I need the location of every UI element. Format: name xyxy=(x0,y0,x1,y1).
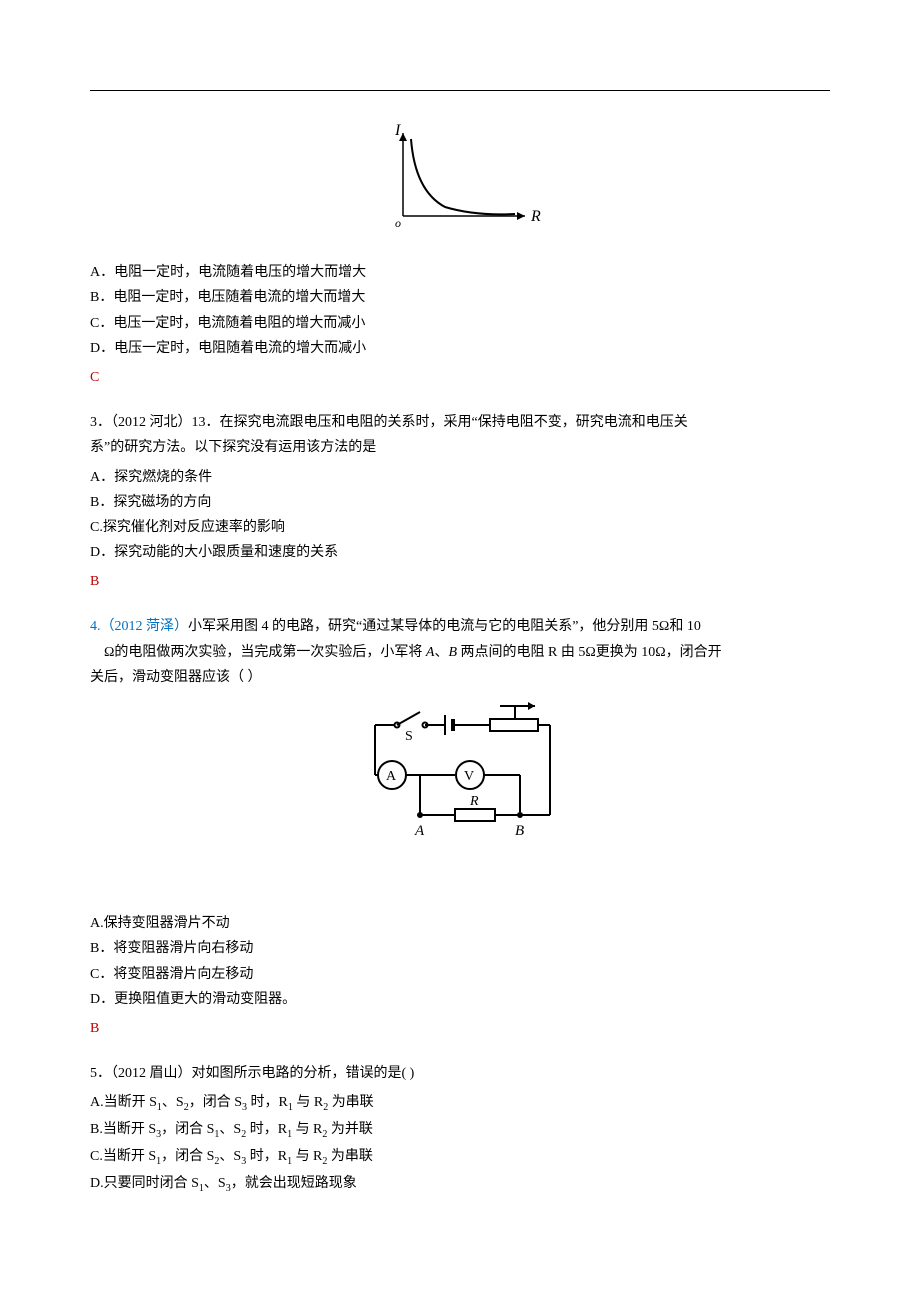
t: 、S xyxy=(204,1176,226,1191)
t: C.当断开 S xyxy=(90,1149,156,1164)
q4-stem2b: 、 xyxy=(434,645,448,660)
q2-figure: I R o xyxy=(90,121,830,240)
q4-stem-line2: Ω的电阻做两次实验，当完成第一次实验后，小军将 A、B 两点间的电阻 R 由 5… xyxy=(90,640,830,665)
q5-option-d: D.只要同时闭合 S1、S3，就会出现短路现象 xyxy=(90,1171,830,1198)
t: D.只要同时闭合 S xyxy=(90,1176,199,1191)
t: 、S xyxy=(162,1095,184,1110)
ammeter-label: A xyxy=(386,769,397,784)
t: B.当断开 S xyxy=(90,1122,156,1137)
t: 为串联 xyxy=(328,1095,374,1110)
q2-answer: C xyxy=(90,365,830,390)
q4-options: A.保持变阻器滑片不动 B．将变阻器滑片向右移动 C．将变阻器滑片向左移动 D．… xyxy=(90,911,830,1012)
q3-stem-line1: 3．（2012 河北）13．在探究电流跟电压和电阻的关系时，采用“保持电阻不变，… xyxy=(90,410,830,435)
y-axis-label: I xyxy=(394,122,401,139)
q3-stem: 3．（2012 河北）13．在探究电流跟电压和电阻的关系时，采用“保持电阻不变，… xyxy=(90,410,830,460)
t: 、S xyxy=(219,1149,241,1164)
q4-label-b: B xyxy=(448,645,457,660)
q5-stem: 5．（2012 眉山）对如图所示电路的分析，错误的是( ) xyxy=(90,1061,830,1086)
q4-stem-line1: 4.（2012 菏泽）小军采用图 4 的电路，研究“通过某导体的电流与它的电阻关… xyxy=(90,614,830,639)
iv-curve-chart: I R o xyxy=(375,121,545,231)
t: 与 R xyxy=(292,1122,322,1137)
q3-stem-line2: 系”的研究方法。以下探究没有运用该方法的是 xyxy=(90,435,830,460)
q4-answer: B xyxy=(90,1016,830,1041)
q5-option-c: C.当断开 S1，闭合 S2、S3 时，R1 与 R2 为串联 xyxy=(90,1144,830,1171)
node-a-label: A xyxy=(414,823,425,839)
page-rule xyxy=(90,90,830,91)
q2-option-a: A．电阻一定时，电流随着电压的增大而增大 xyxy=(90,260,830,285)
q3-option-a: A．探究燃烧的条件 xyxy=(90,465,830,490)
q4-option-c: C．将变阻器滑片向左移动 xyxy=(90,962,830,987)
q3-option-d: D．探究动能的大小跟质量和速度的关系 xyxy=(90,540,830,565)
t: 与 R xyxy=(292,1149,322,1164)
q3-answer: B xyxy=(90,569,830,594)
x-axis-label: R xyxy=(530,208,541,225)
q3-options: A．探究燃烧的条件 B．探究磁场的方向 C.探究催化剂对反应速率的影响 D．探究… xyxy=(90,465,830,566)
t: ，就会出现短路现象 xyxy=(231,1176,357,1191)
q4-option-a: A.保持变阻器滑片不动 xyxy=(90,911,830,936)
t: ，闭合 S xyxy=(189,1095,242,1110)
t: 时，R xyxy=(246,1122,287,1137)
q5-option-a: A.当断开 S1、S2，闭合 S3 时，R1 与 R2 为串联 xyxy=(90,1090,830,1117)
q2-options: A．电阻一定时，电流随着电压的增大而增大 B．电阻一定时，电压随着电流的增大而增… xyxy=(90,260,830,361)
t: A.当断开 S xyxy=(90,1095,157,1110)
origin-label: o xyxy=(395,216,401,230)
node-b-label: B xyxy=(515,823,524,839)
t: 、S xyxy=(219,1122,241,1137)
t: 与 R xyxy=(293,1095,323,1110)
q3-option-b: B．探究磁场的方向 xyxy=(90,490,830,515)
q3-option-c: C.探究催化剂对反应速率的影响 xyxy=(90,515,830,540)
q4-stem2a: Ω的电阻做两次实验，当完成第一次实验后，小军将 xyxy=(104,645,426,660)
q4-circuit-figure: S A V R A B xyxy=(90,700,830,859)
q4-stem: 4.（2012 菏泽）小军采用图 4 的电路，研究“通过某导体的电流与它的电阻关… xyxy=(90,614,830,690)
circuit-diagram: S A V R A B xyxy=(345,700,575,850)
q5-options: A.当断开 S1、S2，闭合 S3 时，R1 与 R2 为串联 B.当断开 S3… xyxy=(90,1090,830,1197)
t: 时，R xyxy=(246,1149,287,1164)
q4-option-b: B．将变阻器滑片向右移动 xyxy=(90,936,830,961)
resistor-label: R xyxy=(469,794,479,809)
q2-option-c: C．电压一定时，电流随着电阻的增大而减小 xyxy=(90,311,830,336)
t: ，闭合 S xyxy=(161,1149,214,1164)
t: ，闭合 S xyxy=(161,1122,214,1137)
switch-label: S xyxy=(405,729,413,744)
t: 为并联 xyxy=(327,1122,373,1137)
q4-rest1: 小军采用图 4 的电路，研究“通过某导体的电流与它的电阻关系”，他分别用 5Ω和… xyxy=(188,619,701,634)
q2-option-b: B．电阻一定时，电压随着电流的增大而增大 xyxy=(90,285,830,310)
t: 时，R xyxy=(247,1095,288,1110)
q2-option-d: D．电压一定时，电阻随着电流的增大而减小 xyxy=(90,336,830,361)
q4-option-d: D．更换阻值更大的滑动变阻器。 xyxy=(90,987,830,1012)
q5-option-b: B.当断开 S3，闭合 S1、S2 时，R1 与 R2 为并联 xyxy=(90,1117,830,1144)
q4-prefix: 4.（2012 菏泽） xyxy=(90,619,188,634)
voltmeter-label: V xyxy=(464,769,474,784)
q4-stem-line3: 关后，滑动变阻器应该（ ） xyxy=(90,665,830,690)
q4-stem2c: 两点间的电阻 R 由 5Ω更换为 10Ω，闭合开 xyxy=(457,645,722,660)
t: 为串联 xyxy=(327,1149,373,1164)
